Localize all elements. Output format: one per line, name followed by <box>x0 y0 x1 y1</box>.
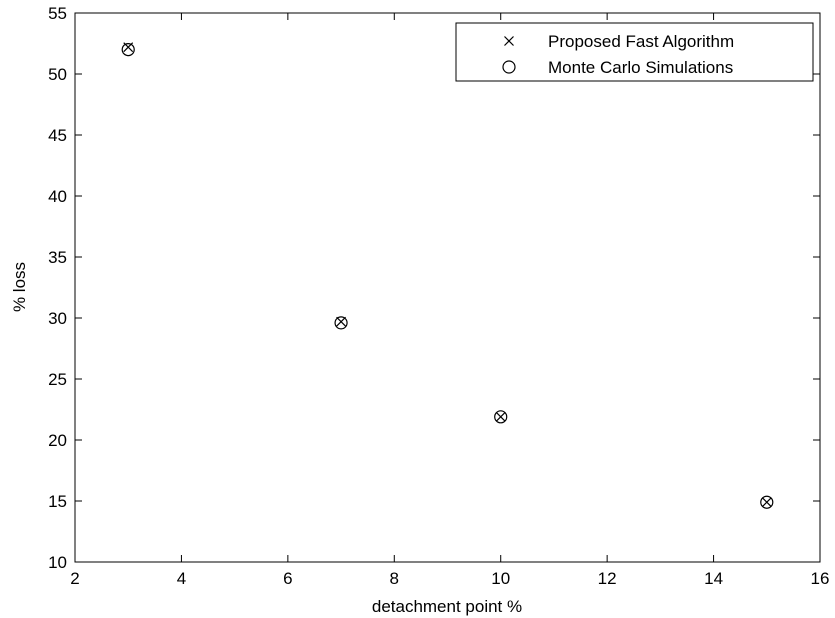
legend-x-marker <box>504 36 514 46</box>
data-point-fast-algorithm <box>336 316 346 327</box>
legend-box <box>455 22 814 82</box>
legend: Proposed Fast Algorithm Monte Carlo Simu… <box>455 22 814 82</box>
y-tick-label: 30 <box>48 309 67 328</box>
y-tick-label: 25 <box>48 370 67 389</box>
y-tick-label: 15 <box>48 492 67 511</box>
legend-entry-fast-algorithm: Proposed Fast Algorithm <box>548 32 734 51</box>
data-point-monte-carlo <box>121 42 135 57</box>
data-point-monte-carlo <box>760 495 774 509</box>
x-tick-label: 4 <box>177 569 186 588</box>
legend-x-icon <box>504 36 514 46</box>
x-marker-stroke <box>495 411 506 422</box>
x-axis: 2 4 6 8 10 12 14 16 <box>70 13 829 588</box>
data-point-fast-algorithm <box>761 497 772 508</box>
data-point-fast-algorithm <box>495 411 506 422</box>
x-marker-stroke <box>761 497 772 508</box>
data-point-monte-carlo <box>334 316 348 330</box>
y-tick-label: 35 <box>48 248 67 267</box>
y-axis: 10 15 20 25 30 35 40 45 50 55 <box>48 4 820 572</box>
x-tick-label: 14 <box>704 569 723 588</box>
y-tick-label: 20 <box>48 431 67 450</box>
legend-entry-monte-carlo: Monte Carlo Simulations <box>548 58 733 77</box>
y-tick-label: 55 <box>48 4 67 23</box>
y-tick-label: 40 <box>48 187 67 206</box>
y-tick-label: 45 <box>48 126 67 145</box>
legend-circle-marker <box>502 60 516 74</box>
x-tick-label: 12 <box>598 569 617 588</box>
x-tick-label: 10 <box>491 569 510 588</box>
y-tick-label: 50 <box>48 65 67 84</box>
x-tick-label: 16 <box>811 569 830 588</box>
y-axis-label: % loss <box>10 262 29 312</box>
y-tick-label: 10 <box>48 553 67 572</box>
plot-area <box>74 12 821 563</box>
data-marks <box>121 42 774 509</box>
x-tick-label: 6 <box>283 569 292 588</box>
x-tick-label: 2 <box>70 569 79 588</box>
x-axis-label: detachment point % <box>372 597 522 616</box>
data-point-monte-carlo <box>494 410 508 424</box>
x-tick-label: 8 <box>390 569 399 588</box>
x-marker-stroke <box>504 36 514 46</box>
x-marker-stroke <box>336 316 346 327</box>
legend-circle-icon <box>502 60 516 74</box>
